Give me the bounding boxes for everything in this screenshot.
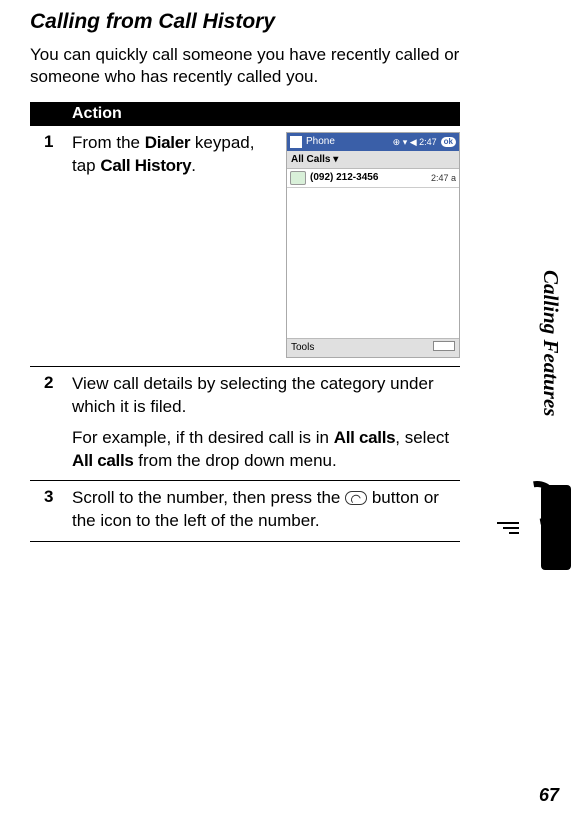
- screenshot-filter-dropdown: All Calls ▾: [287, 151, 459, 170]
- page-number: 67: [539, 785, 559, 806]
- step-2-paragraph-1: View call details by selecting the categ…: [72, 373, 460, 419]
- call-button-icon: [345, 491, 367, 505]
- phone-screenshot: Phone ⊕ ▾ ◀ 2:47 ok All Calls ▾ (092) 21…: [286, 132, 460, 358]
- step-2-row: 2 View call details by selecting the cat…: [30, 367, 460, 482]
- step-2-text: View call details by selecting the categ…: [72, 373, 460, 473]
- section-side-label: Calling Features: [538, 270, 563, 416]
- screenshot-ok-button: ok: [441, 137, 456, 148]
- keyboard-icon: [433, 341, 455, 351]
- step-1-row: 1 From the Dialer keypad, tap Call Histo…: [30, 126, 460, 367]
- keyword-all-calls: All calls: [334, 428, 396, 447]
- text-fragment: From the: [72, 133, 145, 152]
- screenshot-empty-area: [287, 188, 459, 338]
- step-2-paragraph-2: For example, if th desired call is in Al…: [72, 427, 460, 473]
- step-number: 1: [30, 132, 72, 358]
- text-fragment: For example, if th desired call is in: [72, 428, 334, 447]
- text-fragment: .: [191, 156, 196, 175]
- windows-logo-icon: [290, 136, 302, 148]
- screenshot-footer: Tools: [287, 338, 459, 357]
- screenshot-system-tray: ⊕ ▾ ◀ 2:47: [393, 136, 437, 148]
- step-1-text: From the Dialer keypad, tap Call History…: [72, 132, 274, 178]
- text-fragment: , select: [395, 428, 449, 447]
- step-number: 3: [30, 487, 72, 533]
- screenshot-call-time: 2:47 a: [431, 172, 456, 184]
- screenshot-titlebar: Phone ⊕ ▾ ◀ 2:47 ok: [287, 133, 459, 151]
- text-fragment: Scroll to the number, then press the: [72, 488, 345, 507]
- keyword-dialer: Dialer: [145, 133, 190, 152]
- intro-paragraph: You can quickly call someone you have re…: [30, 44, 460, 88]
- screenshot-call-row: (092) 212-3456 2:47 a: [287, 169, 459, 188]
- screenshot-phone-number: (092) 212-3456: [310, 171, 427, 185]
- keyword-call-history: Call History: [100, 156, 191, 175]
- call-received-icon: [290, 171, 306, 185]
- screenshot-tools-menu: Tools: [291, 341, 314, 355]
- step-number: 2: [30, 373, 72, 473]
- page-heading: Calling from Call History: [30, 10, 460, 34]
- screenshot-title: Phone: [306, 135, 335, 149]
- text-fragment: from the drop down menu.: [134, 451, 337, 470]
- phone-chapter-icon: [501, 475, 571, 570]
- step-3-row: 3 Scroll to the number, then press the b…: [30, 481, 460, 542]
- action-header: Action: [30, 102, 460, 126]
- step-3-text: Scroll to the number, then press the but…: [72, 487, 460, 533]
- keyword-all-calls: All calls: [72, 451, 134, 470]
